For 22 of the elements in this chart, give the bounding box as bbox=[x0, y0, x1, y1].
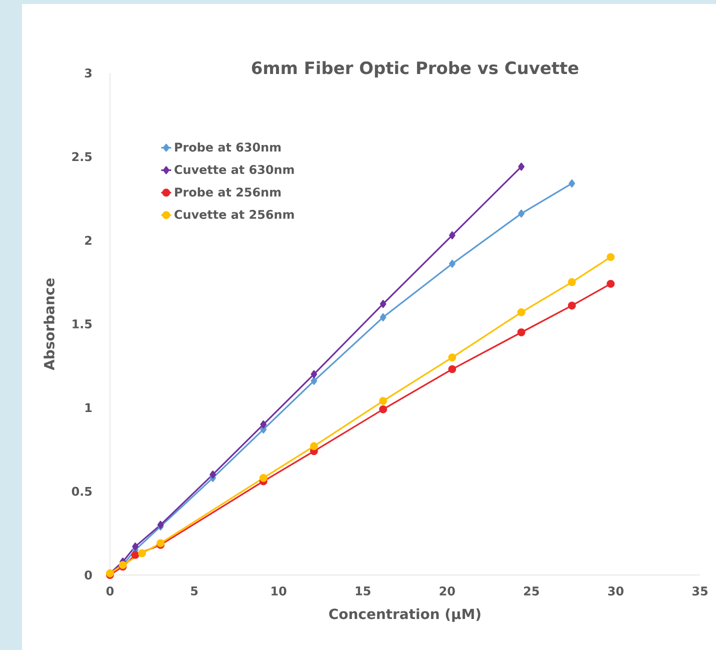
legend-label: Cuvette at 256nm bbox=[174, 210, 294, 219]
y-tick-label: 0.5 bbox=[72, 486, 92, 496]
chart-title: 6mm Fiber Optic Probe vs Cuvette bbox=[252, 61, 578, 78]
x-tick-label: 35 bbox=[692, 586, 708, 596]
x-tick-label: 20 bbox=[440, 586, 455, 596]
x-tick-label: 0 bbox=[106, 586, 114, 596]
legend-label: Probe at 630nm bbox=[175, 142, 281, 152]
x-axis-title: Concentration (µM) bbox=[329, 608, 480, 622]
y-tick-label: 1.5 bbox=[72, 320, 92, 328]
y-tick-label: 2.5 bbox=[72, 152, 92, 162]
legend-label: Cuvette at 630nm bbox=[174, 165, 294, 174]
y-tick-label: 2 bbox=[85, 236, 92, 245]
x-tick-label: 10 bbox=[272, 586, 286, 596]
y-axis-title: Absorbance bbox=[44, 278, 54, 370]
x-tick-label: 30 bbox=[608, 586, 624, 596]
x-tick-label: 15 bbox=[356, 586, 370, 596]
x-tick-label: 25 bbox=[524, 586, 539, 596]
y-tick-label: 1 bbox=[86, 403, 92, 412]
y-tick-label: 0 bbox=[84, 570, 92, 580]
legend-label: Probe at 256nm bbox=[175, 187, 281, 197]
x-tick-label: 5 bbox=[191, 586, 198, 596]
y-tick-label: 3 bbox=[84, 68, 92, 78]
